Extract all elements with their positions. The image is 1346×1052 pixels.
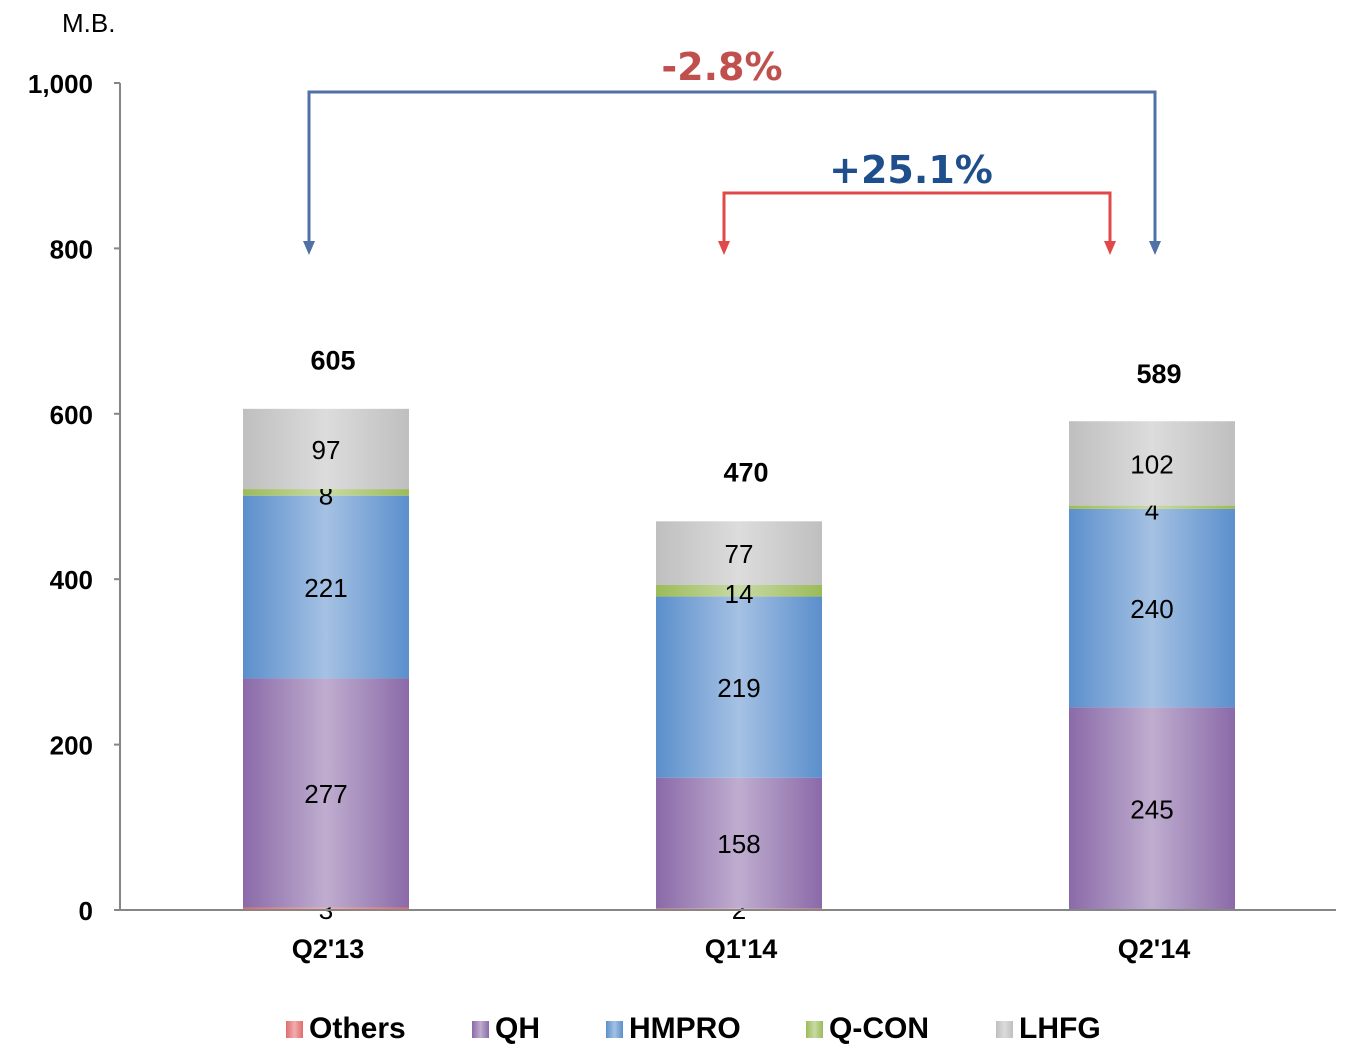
y-tick-label: 800 xyxy=(50,234,93,264)
bar-segment-hmpro-q2-13 xyxy=(243,495,409,679)
bar-segment-others-q2-13 xyxy=(243,907,409,910)
total-label-q1-14: 470 xyxy=(723,457,768,487)
bracket-q1-14-to-q2-14-arrowhead-right xyxy=(1104,241,1116,255)
x-tick-label-q1-14: Q1'14 xyxy=(705,934,777,964)
growth-annotation-qoq: +25.1% xyxy=(829,148,993,192)
legend-swatch-qh xyxy=(472,1020,489,1038)
bar-segment-lhfg-q1-14 xyxy=(656,521,822,585)
growth-annotation-yoy: -2.8% xyxy=(661,45,782,89)
legend-label-others: Others xyxy=(309,1012,406,1045)
bracket-q1-14-to-q2-14-line xyxy=(722,191,1112,243)
legend-swatch-q-con xyxy=(806,1020,823,1038)
legend-item-qh: QH xyxy=(472,1012,540,1046)
bracket-q2-13-to-q2-14-arrowhead-left xyxy=(303,241,315,255)
bar-segment-hmpro-q1-14 xyxy=(656,596,822,778)
bar-segment-hmpro-q2-14 xyxy=(1069,508,1235,708)
bracket-q2-13-to-q2-14-line xyxy=(307,90,1157,243)
bar-segment-q-con-q1-14 xyxy=(656,584,822,597)
bar-segment-qh-q2-13 xyxy=(243,678,409,908)
legend-label-lhfg: LHFG xyxy=(1019,1012,1101,1045)
bar-segment-q-con-q2-14 xyxy=(1069,505,1235,509)
data-label-hmpro-q1-14: 219 xyxy=(717,673,760,703)
legend-item-others: Others xyxy=(286,1012,406,1046)
legend-item-q-con: Q-CON xyxy=(806,1012,929,1046)
y-tick-label: 200 xyxy=(50,731,93,761)
data-label-hmpro-q2-13: 221 xyxy=(304,573,347,603)
y-axis-unit-label: M.B. xyxy=(62,8,116,38)
stacked-bar-chart: 3277221897605215821914774702452404102589… xyxy=(28,45,1336,964)
data-label-lhfg-q2-13: 97 xyxy=(312,435,341,465)
legend-item-lhfg: LHFG xyxy=(996,1012,1101,1046)
legend-label-qh: QH xyxy=(495,1012,540,1045)
data-label-qh-q1-14: 158 xyxy=(717,829,760,859)
total-label-q2-13: 605 xyxy=(310,346,355,376)
bar-segment-lhfg-q2-13 xyxy=(243,408,409,490)
data-label-qh-q2-13: 277 xyxy=(304,779,347,809)
bar-segment-qh-q1-14 xyxy=(656,777,822,909)
legend-swatch-lhfg xyxy=(996,1020,1013,1038)
bracket-q2-13-to-q2-14-arrowhead-right xyxy=(1149,241,1161,255)
legend-swatch-others xyxy=(286,1020,303,1038)
x-tick-label-q2-14: Q2'14 xyxy=(1118,934,1190,964)
legend-item-hmpro: HMPRO xyxy=(606,1012,741,1046)
total-label-q2-14: 589 xyxy=(1136,359,1181,389)
x-tick-label-q2-13: Q2'13 xyxy=(292,934,364,964)
y-tick-label: 0 xyxy=(79,896,93,926)
y-tick-label: 400 xyxy=(50,565,93,595)
y-tick-label: 1,000 xyxy=(28,69,93,99)
y-tick-label: 600 xyxy=(50,400,93,430)
data-label-qh-q2-14: 245 xyxy=(1130,795,1173,825)
bar-segment-lhfg-q2-14 xyxy=(1069,421,1235,506)
bar-segment-qh-q2-14 xyxy=(1069,707,1235,910)
data-label-hmpro-q2-14: 240 xyxy=(1130,594,1173,624)
legend-label-q-con: Q-CON xyxy=(829,1012,929,1045)
chart-legend: Others QH HMPRO Q-CON LHFG xyxy=(0,1012,1346,1052)
legend-swatch-hmpro xyxy=(606,1020,623,1038)
legend-label-hmpro: HMPRO xyxy=(629,1012,741,1045)
bar-segment-q-con-q2-13 xyxy=(243,489,409,496)
bracket-q1-14-to-q2-14-arrowhead-left xyxy=(718,241,730,255)
data-label-lhfg-q2-14: 102 xyxy=(1130,449,1173,479)
data-label-lhfg-q1-14: 77 xyxy=(725,539,754,569)
